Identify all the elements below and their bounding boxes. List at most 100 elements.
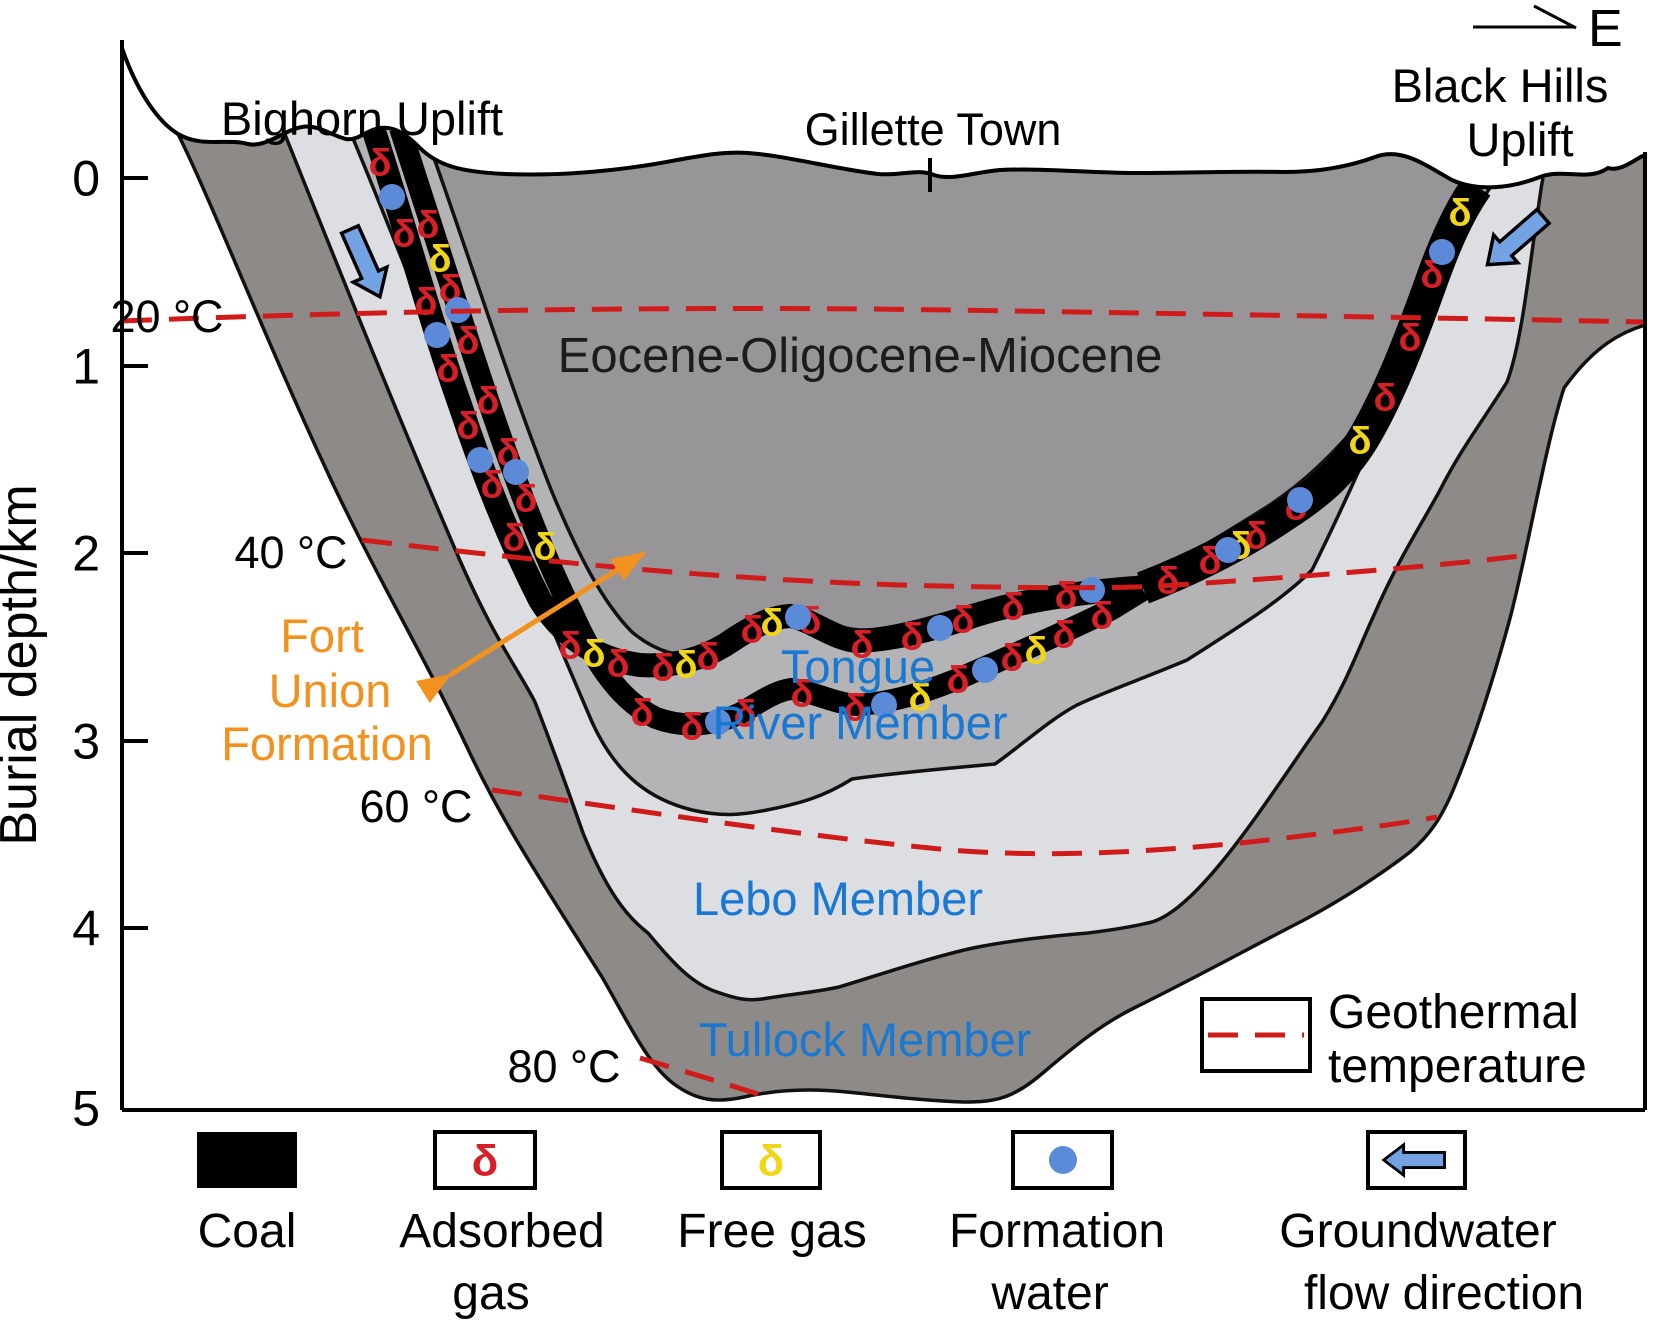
adsorbed-gas-marker: δ [1156,560,1179,602]
tick-label-0: 0 [72,151,100,207]
adsorbed-gas-marker: δ [843,687,866,729]
adsorbed-gas-marker: δ [696,636,719,678]
east-arrow-head [1533,4,1577,30]
lebo-member-label: Lebo Member [693,872,983,925]
adsorbed-gas-marker: δ [1052,614,1075,656]
adsorbed-gas-marker: δ [790,673,813,715]
formation-water-label-line1: Formation [949,1205,1165,1258]
formation-water-marker [503,459,529,485]
adsorbed-gas-marker: δ [740,609,763,651]
geothermal-legend: Geothermal temperature [1200,986,1587,1093]
formation-water-marker [1429,239,1455,265]
formation-water-marker [424,322,450,348]
fort-union-line1: Fort [280,609,364,662]
free-gas-marker: δ [1348,420,1371,462]
free-gas-label: Free gas [677,1205,866,1258]
east-direction-indicator: E [1473,0,1623,58]
tongue-river-member-label-line2: River Member [712,696,1007,749]
geothermal-label-line2: temperature [1328,1040,1587,1093]
free-gas-marker: δ [428,238,451,280]
adsorbed-gas-marker: δ [558,625,581,667]
adsorbed-gas-marker: δ [480,464,503,506]
tongue-river-member-label-line1: Tongue [781,640,935,693]
free-gas-swatch [720,1130,822,1190]
free-gas-marker: δ [760,602,783,644]
tick-label-1: 1 [72,339,100,395]
adsorbed-gas-marker: δ [1373,377,1396,419]
adsorbed-gas-marker: δ [946,659,969,701]
isotherm-60c-label: 60 °C [359,781,472,832]
tick-label-2: 2 [72,526,100,582]
groundwater-flow-label-line2: flow direction [1304,1267,1584,1320]
isotherm-20c-label: 20 °C [110,291,223,342]
topographic-surface [120,47,1646,190]
adsorbed-gas-marker: δ [456,405,479,447]
isotherm-40c-line [361,537,1521,591]
groundwater-flow-label-line1: Groundwater [1279,1205,1556,1258]
fort-union-formation-label: Fort Union Formation [221,609,433,770]
free-gas-marker: δ [674,644,697,686]
adsorbed-gas-marker: δ [1244,515,1267,557]
formation-water-marker [467,447,493,473]
eocene-oligocene-miocene-label: Eocene-Oligocene-Miocene [558,329,1163,383]
isotherm-60c-line [491,787,1438,857]
isotherm-20c-line [121,305,1644,325]
coal-label: Coal [198,1205,297,1258]
formation-water-marker [1287,487,1313,513]
isotherm-lines [121,305,1644,1097]
formation-water-marker [1215,537,1241,563]
formation-water-marker [871,692,897,718]
tick-label-4: 4 [72,901,100,957]
bighorn-uplift-label: Bighorn Uplift [221,92,503,145]
adsorbed-gas-label-line1: Adsorbed [399,1205,604,1258]
free-gas-marker: δ [908,677,931,719]
coal-seam-upper [360,121,1144,678]
y-axis-tick-labels: 0 1 2 3 4 5 [72,151,100,1137]
fort-union-line2: Union [269,664,392,717]
black-hills-uplift-label-line1: Black Hills [1392,59,1609,112]
adsorbed-gas-marker: δ [502,517,525,559]
free-gas-marker: δ [1448,192,1471,234]
adsorbed-gas-marker: δ [1420,254,1443,296]
tick-label-3: 3 [72,714,100,770]
adsorbed-gas-marker: δ [368,142,391,184]
adsorbed-gas-marker: δ [416,204,439,246]
isotherm-40c-label: 40 °C [234,527,347,578]
east-label: E [1588,0,1623,58]
fort-union-line3: Formation [221,717,433,770]
tick-label-5: 5 [72,1081,100,1137]
formation-water-marker [972,657,998,683]
adsorbed-gas-marker: δ [733,693,756,735]
free-gas-marker: δ [582,633,605,675]
member-labels: Tongue River Member Lebo Member Tullock … [693,640,1031,1066]
y-axis-title: Burial depth/km [0,484,48,845]
adsorbed-gas-marker: δ [951,599,974,641]
tullock-member-label: Tullock Member [699,1013,1032,1066]
adsorbed-gas-marker: δ [436,348,459,390]
isotherm-80c-line [639,1055,759,1097]
formation-water-marker [785,604,811,630]
adsorbed-gas-swatch [433,1130,537,1190]
adsorbed-gas-marker: δ [680,706,703,748]
adsorbed-gas-marker: δ [630,692,653,734]
adsorbed-gas-marker: δ [1001,586,1024,628]
formation-water-marker [705,709,731,735]
black-hills-uplift-label-line2: Uplift [1466,113,1573,166]
coal-swatch [197,1132,297,1188]
formation-water-marker [927,615,953,641]
adsorbed-gas-marker: δ [456,320,479,362]
adsorbed-gas-marker: δ [606,643,629,685]
formation-water-marker [379,184,405,210]
formation-water-icon [1049,1146,1077,1174]
legend: Coal δ Adsorbed gas δ Free gas Formation… [197,986,1587,1320]
adsorbed-gas-marker: δ [900,616,923,658]
adsorbed-gas-marker: δ [651,647,674,689]
adsorbed-gas-marker: δ [1398,317,1421,359]
adsorbed-gas-marker: δ [392,213,415,255]
adsorbed-gas-marker: δ [414,281,437,323]
fort-union-span-arrow [415,550,646,704]
adsorbed-gas-marker: δ [476,380,499,422]
adsorbed-gas-marker: δ [1090,595,1113,637]
